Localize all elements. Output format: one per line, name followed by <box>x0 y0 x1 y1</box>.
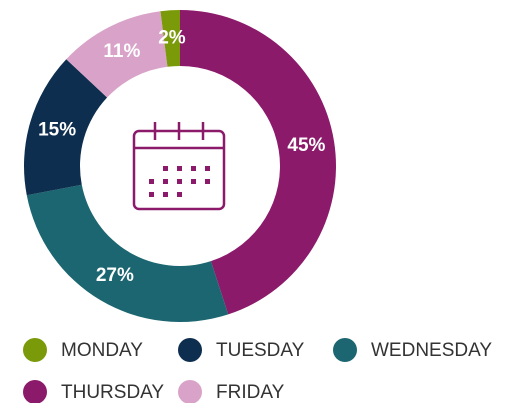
legend-label: THURSDAY <box>61 382 164 403</box>
legend-swatch <box>23 338 47 362</box>
data-label: 27% <box>96 265 134 286</box>
legend-swatch <box>178 338 202 362</box>
legend-swatch <box>178 380 202 403</box>
calendar-dots <box>149 166 210 197</box>
donut-segment <box>66 11 168 98</box>
data-label: 15% <box>38 119 76 140</box>
donut-segment <box>24 59 108 196</box>
data-label: 45% <box>287 135 325 156</box>
calendar-icon <box>132 122 226 211</box>
donut-segment <box>160 10 180 67</box>
data-label: 2% <box>158 27 186 48</box>
legend-label: TUESDAY <box>216 340 305 361</box>
legend-swatch <box>23 380 47 403</box>
legend-swatch <box>333 338 357 362</box>
data-label: 11% <box>103 41 140 62</box>
legend-label: WEDNESDAY <box>371 340 492 361</box>
donut-segment <box>180 10 337 315</box>
legend-label: MONDAY <box>61 340 143 361</box>
legend-label: FRIDAY <box>216 382 285 403</box>
donut-segment <box>26 184 229 322</box>
